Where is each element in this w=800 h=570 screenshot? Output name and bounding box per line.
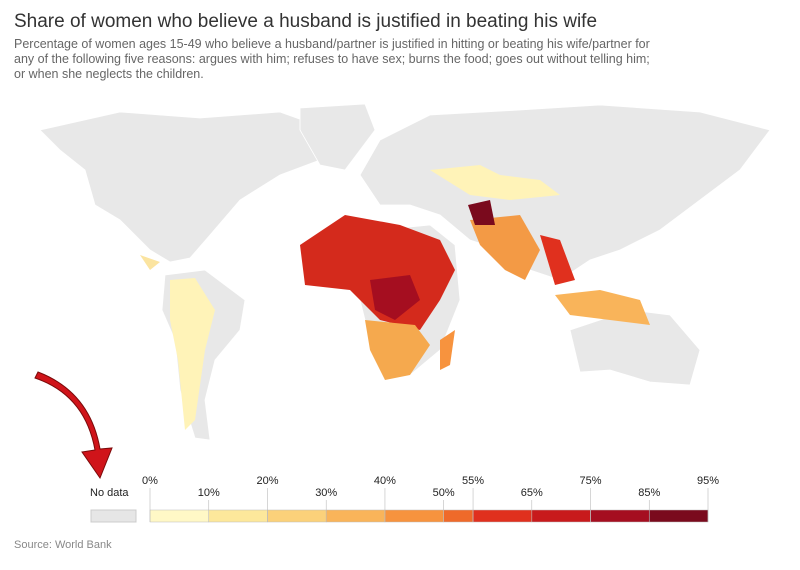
- legend-bin: [649, 509, 709, 523]
- legend-tick-label: 50%: [433, 487, 455, 499]
- pointer-arrow: [34, 371, 113, 480]
- legend-bin: [267, 509, 327, 523]
- legend-tick-label: 75%: [580, 475, 602, 487]
- subtitle-line: any of the following five reasons: argue…: [14, 52, 650, 66]
- legend-tick-label: 55%: [462, 475, 484, 487]
- legend: 0% 10% 20% 30% 40% 50% 55% 65% 75% 85% 95%: [142, 475, 719, 523]
- legend-tick-label: 30%: [315, 487, 337, 499]
- legend-tick-label: 95%: [697, 475, 719, 487]
- legend-tick-label: 10%: [198, 487, 220, 499]
- legend-tick-label: 65%: [521, 487, 543, 499]
- no-data-label: No data: [90, 487, 129, 499]
- legend-tick-label: 85%: [638, 487, 660, 499]
- legend-bin: [149, 509, 209, 523]
- legend-bin: [325, 509, 386, 523]
- legend-bin: [590, 509, 650, 523]
- subtitle-line: or when she neglects the children.: [14, 67, 204, 81]
- legend-bin: [384, 509, 444, 523]
- source: Source: World Bank: [14, 539, 112, 551]
- legend-tick-label: 20%: [256, 475, 278, 487]
- legend-bin: [531, 509, 591, 523]
- legend-bin: [472, 509, 533, 523]
- legend-tick-label: 40%: [374, 475, 396, 487]
- legend-tick-label: 0%: [142, 475, 158, 487]
- legend-bin: [208, 509, 268, 523]
- no-data-swatch: [90, 509, 137, 523]
- title: Share of women who believe a husband is …: [14, 11, 597, 32]
- subtitle-line: Percentage of women ages 15-49 who belie…: [14, 37, 650, 51]
- world-map: [39, 103, 771, 441]
- legend-bin: [443, 509, 474, 523]
